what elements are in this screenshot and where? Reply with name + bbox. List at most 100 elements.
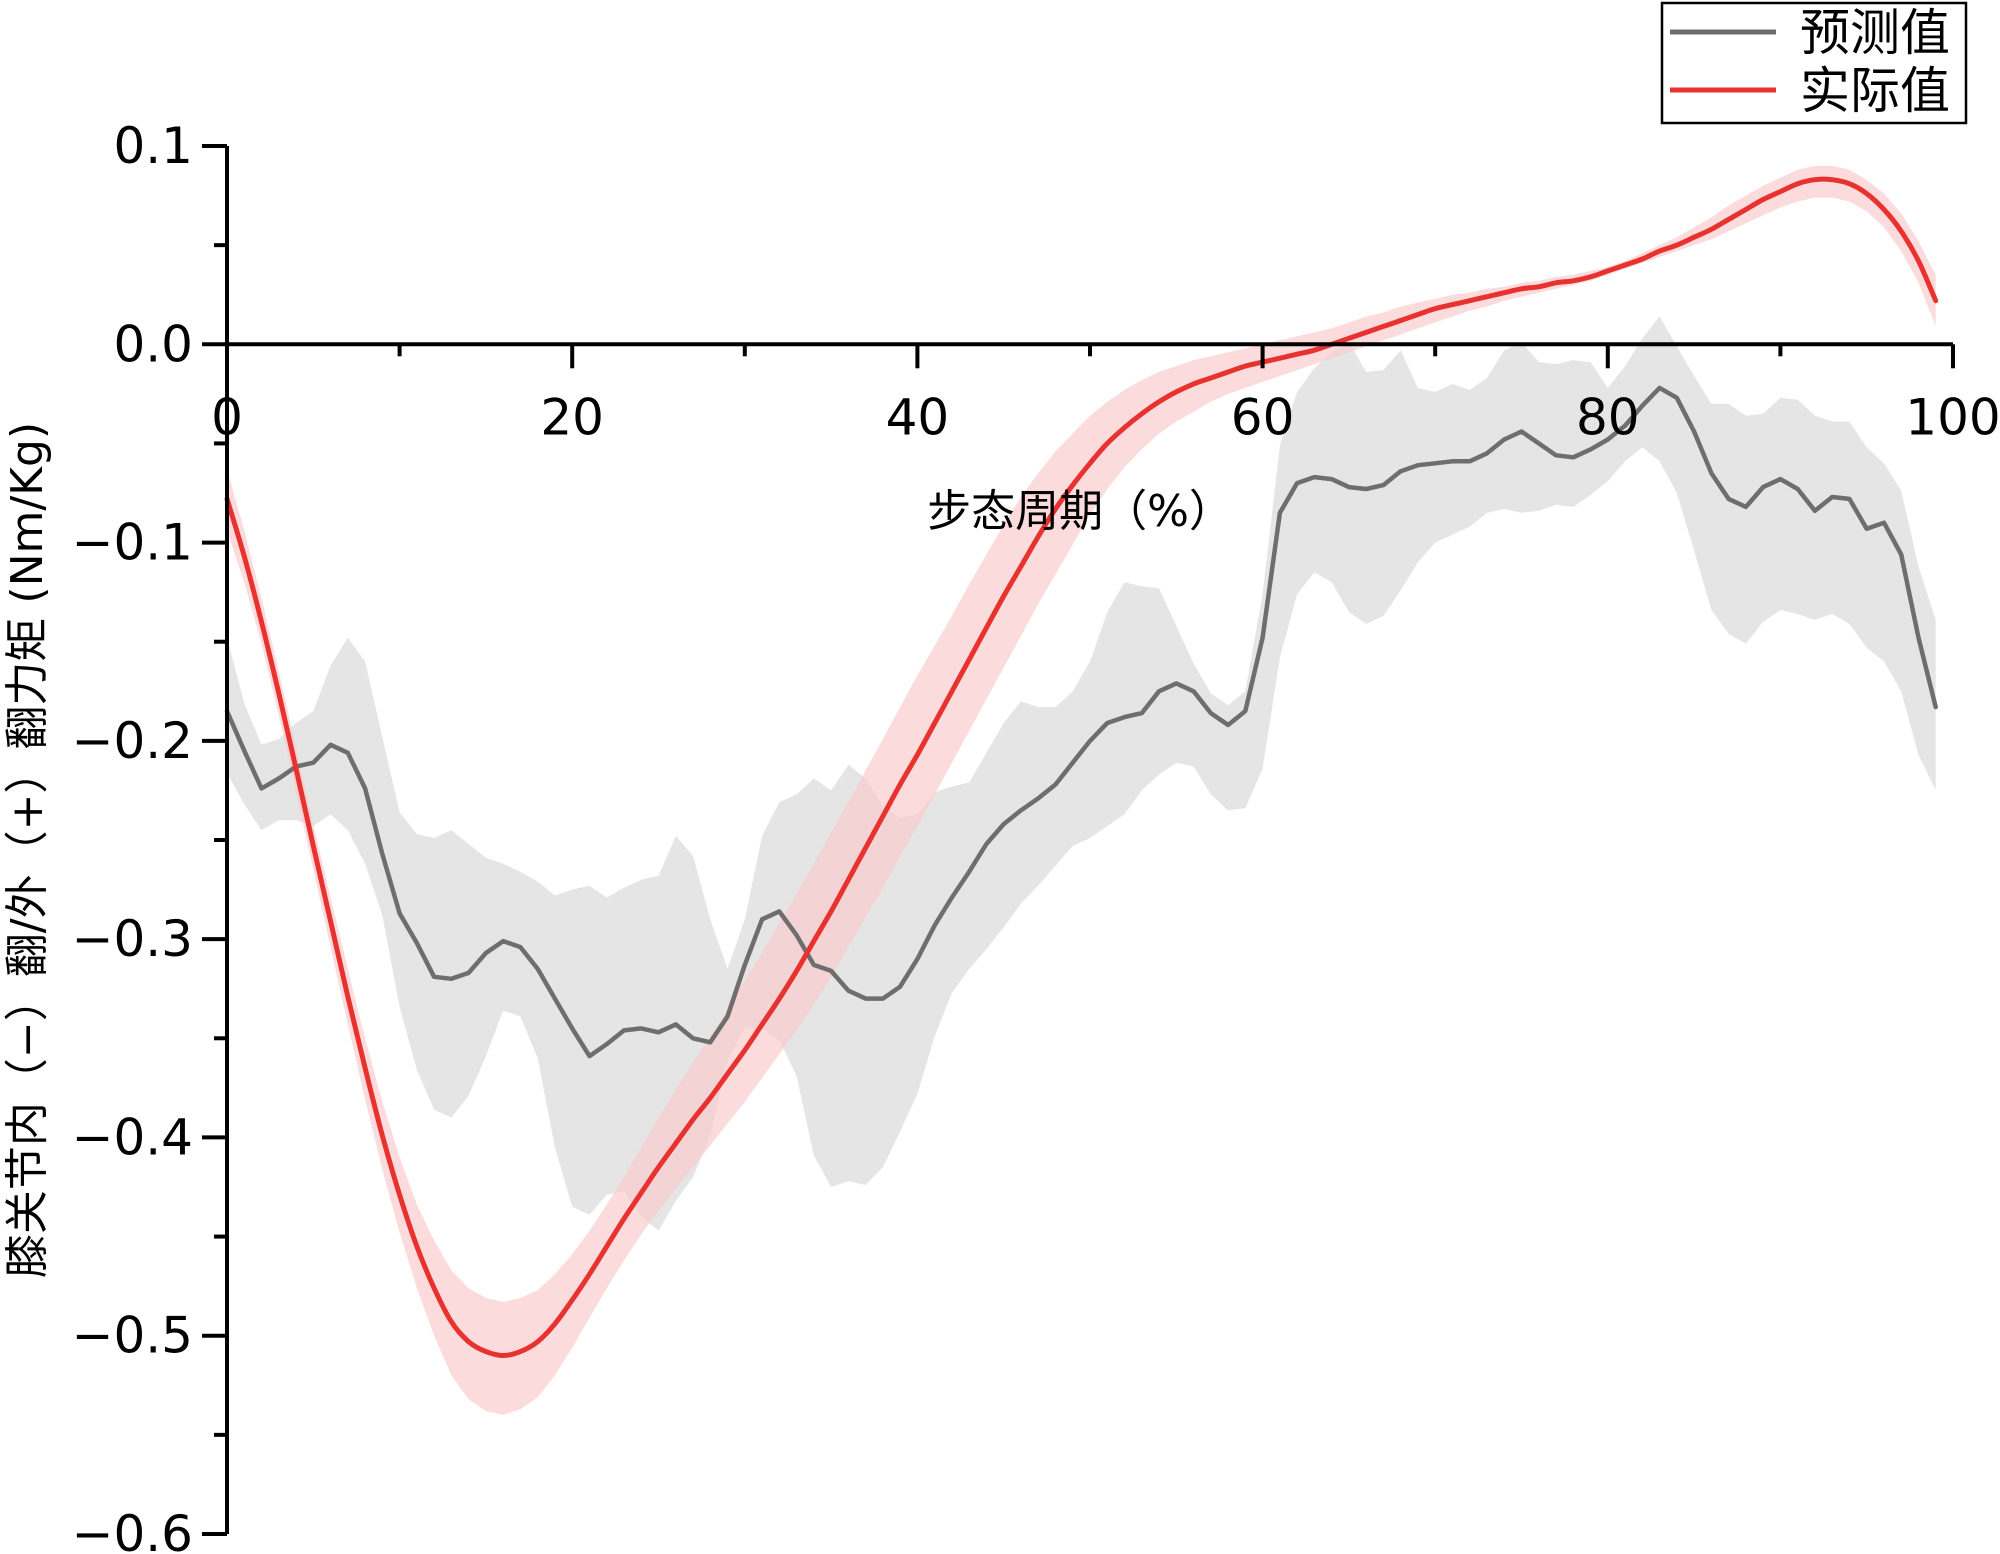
- point-series-1-27: [691, 1036, 695, 1040]
- point-series-1-23: [622, 1028, 626, 1032]
- point-series-1-8: [363, 786, 367, 790]
- point-series-2-94: [1847, 182, 1851, 186]
- point-series-1-35: [829, 969, 833, 973]
- point-series-1-43: [967, 870, 971, 874]
- y-tick-label: −0.4: [72, 1108, 193, 1166]
- y-tick-label: −0.5: [72, 1307, 193, 1365]
- x-tick-label: 60: [1231, 388, 1295, 446]
- point-series-2-75: [1520, 287, 1524, 291]
- point-series-2-61: [1278, 356, 1282, 360]
- band-series-1: [227, 316, 1936, 1231]
- x-axis-title: 步态周期（%）: [927, 486, 1233, 537]
- point-series-1-78: [1571, 455, 1575, 459]
- point-series-1-47: [1036, 796, 1040, 800]
- point-series-2-13: [449, 1320, 453, 1324]
- point-series-1-34: [812, 963, 816, 967]
- point-series-1-95: [1865, 527, 1869, 531]
- point-series-1-16: [501, 939, 505, 943]
- point-series-1-89: [1761, 485, 1765, 489]
- point-series-1-24: [639, 1026, 643, 1030]
- point-series-2-19: [553, 1322, 557, 1326]
- y-tick-label: 0.1: [113, 117, 193, 175]
- x-tick-label: 40: [886, 388, 950, 446]
- point-series-2-87: [1727, 217, 1731, 221]
- point-series-1-71: [1451, 459, 1455, 463]
- point-series-2-40: [915, 753, 919, 757]
- point-series-2-88: [1744, 208, 1748, 212]
- point-series-2-7: [346, 995, 350, 999]
- point-series-1-93: [1830, 495, 1834, 499]
- point-series-2-66: [1364, 330, 1368, 334]
- point-series-2-84: [1675, 243, 1679, 247]
- point-series-1-66: [1364, 487, 1368, 491]
- point-series-2-39: [898, 783, 902, 787]
- series-lines: [224, 176, 1939, 1358]
- y-tick-label: −0.2: [72, 712, 193, 770]
- point-series-1-91: [1796, 487, 1800, 491]
- y-tick-label: −0.3: [72, 910, 193, 968]
- point-series-1-74: [1502, 438, 1506, 442]
- point-series-1-30: [743, 963, 747, 967]
- point-series-2-86: [1709, 227, 1713, 231]
- point-series-2-45: [1002, 594, 1006, 598]
- point-series-1-70: [1433, 461, 1437, 465]
- point-series-1-65: [1347, 485, 1351, 489]
- point-series-2-77: [1554, 281, 1558, 285]
- point-series-1-10: [398, 911, 402, 915]
- point-series-1-55: [1174, 681, 1178, 685]
- point-series-1-17: [518, 945, 522, 949]
- point-series-1-40: [915, 957, 919, 961]
- point-series-2-73: [1485, 295, 1489, 299]
- point-series-2-10: [398, 1193, 402, 1197]
- point-series-1-1: [242, 749, 246, 753]
- point-series-1-53: [1140, 711, 1144, 715]
- point-series-2-83: [1658, 249, 1662, 253]
- point-series-2-91: [1796, 182, 1800, 186]
- point-series-2-69: [1416, 313, 1420, 317]
- point-series-2-32: [777, 997, 781, 1001]
- point-series-1-37: [864, 997, 868, 1001]
- point-series-2-15: [484, 1350, 488, 1354]
- point-series-2-3: [277, 691, 281, 695]
- point-series-1-18: [536, 967, 540, 971]
- point-series-2-43: [967, 658, 971, 662]
- point-series-2-28: [708, 1096, 712, 1100]
- point-series-2-20: [570, 1298, 574, 1302]
- point-series-1-3: [277, 777, 281, 781]
- point-series-2-22: [605, 1245, 609, 1249]
- point-series-2-92: [1813, 178, 1817, 182]
- point-series-2-42: [950, 689, 954, 693]
- point-series-1-12: [432, 975, 436, 979]
- point-series-1-2: [260, 786, 264, 790]
- point-series-2-52: [1123, 426, 1127, 430]
- point-series-1-64: [1330, 477, 1334, 481]
- point-series-1-83: [1658, 386, 1662, 390]
- point-series-2-57: [1209, 376, 1213, 380]
- point-series-2-70: [1433, 307, 1437, 311]
- legend-box: [1660, 1, 1968, 125]
- point-series-1-60: [1261, 636, 1265, 640]
- line-series-2: [224, 176, 1939, 1358]
- point-series-1-29: [726, 1015, 730, 1019]
- point-series-1-32: [777, 909, 781, 913]
- point-series-1-58: [1226, 723, 1230, 727]
- point-series-1-69: [1416, 463, 1420, 467]
- point-series-2-71: [1451, 303, 1455, 307]
- point-series-2-98: [1917, 259, 1921, 263]
- point-series-2-44: [984, 626, 988, 630]
- point-series-2-59: [1243, 364, 1247, 368]
- x-tick-label: 100: [1905, 388, 2000, 446]
- point-series-1-75: [1520, 430, 1524, 434]
- point-series-2-82: [1640, 257, 1644, 261]
- point-series-1-90: [1778, 477, 1782, 481]
- point-series-1-20: [570, 1026, 574, 1030]
- point-series-1-5: [311, 761, 315, 765]
- point-series-2-85: [1692, 235, 1696, 239]
- y-tick-label: 0.0: [113, 315, 193, 373]
- point-series-1-73: [1485, 451, 1489, 455]
- point-series-2-79: [1589, 275, 1593, 279]
- line-series-1: [224, 385, 1938, 1059]
- point-series-1-15: [484, 951, 488, 955]
- point-series-2-74: [1502, 291, 1506, 295]
